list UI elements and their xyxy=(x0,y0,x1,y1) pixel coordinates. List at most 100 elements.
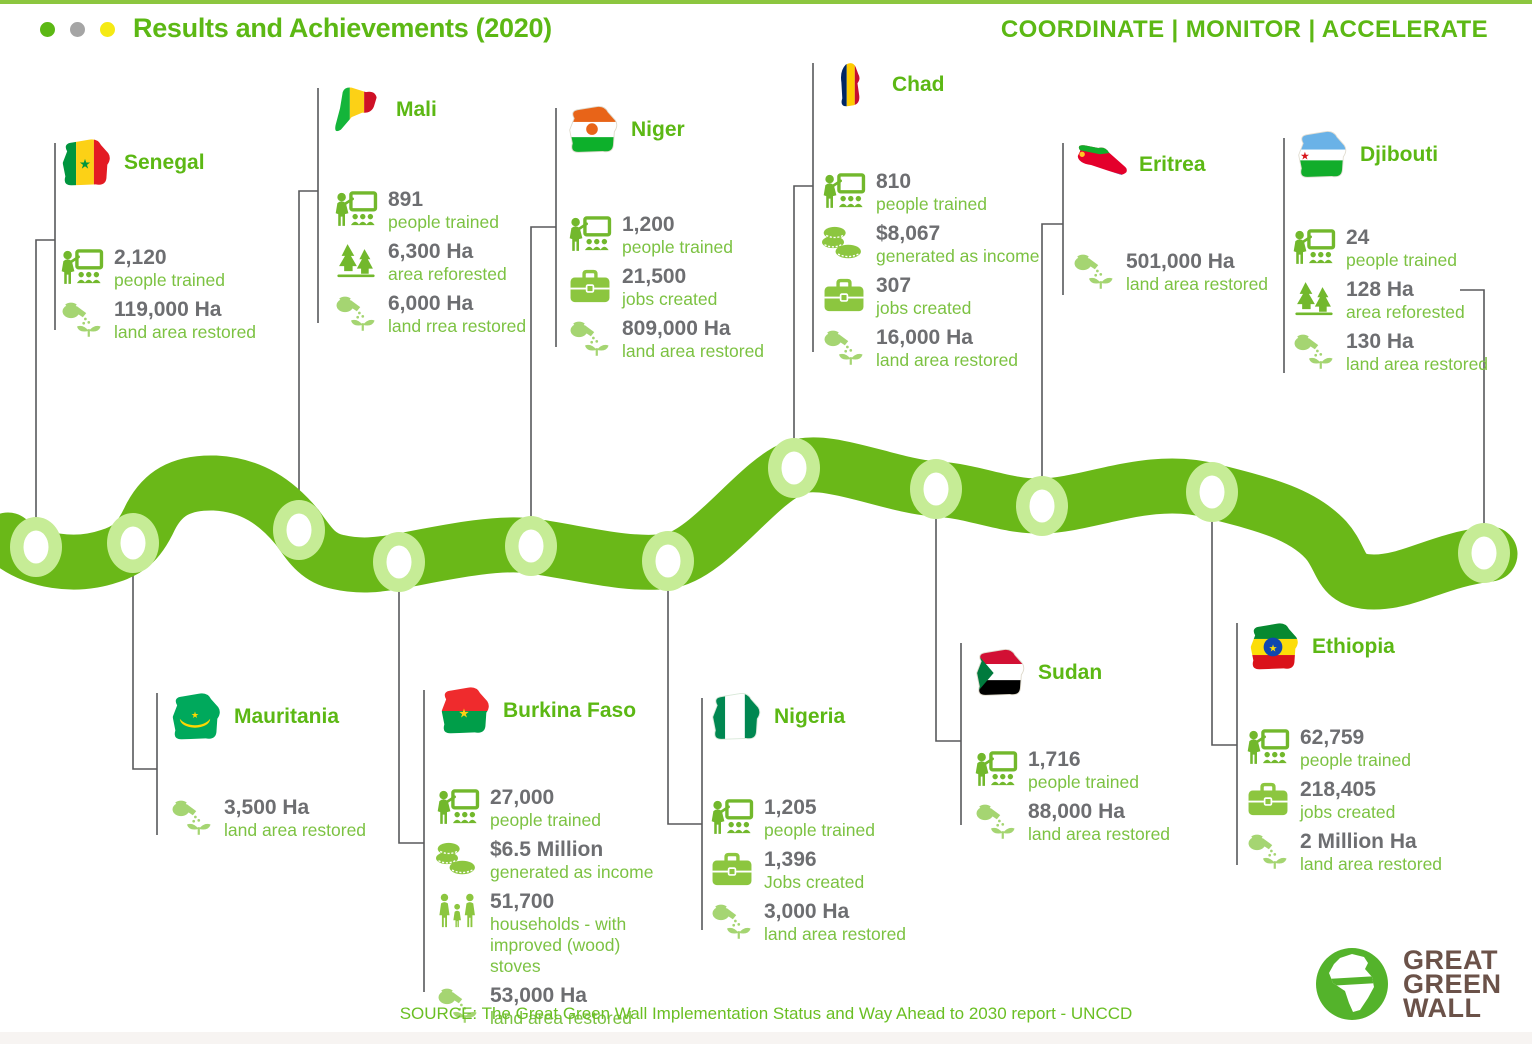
stat-label: people trained xyxy=(1028,772,1139,792)
stat-value: 307 xyxy=(876,274,912,297)
country-block-ethiopia: Ethiopia xyxy=(1246,622,1395,672)
stat-label: Jobs created xyxy=(764,872,865,892)
stat-row: 24 people trained xyxy=(1292,226,1522,271)
stat-text: 1,200 people trained xyxy=(622,213,733,258)
stat-row: 21,500 jobs created xyxy=(568,265,808,310)
income-generated-icon xyxy=(436,839,480,879)
stat-value: 2 Million Ha xyxy=(1300,830,1417,853)
stat-label: land rrea restored xyxy=(388,316,527,336)
jobs-created-icon xyxy=(822,275,866,315)
stat-value: 16,000 Ha xyxy=(876,326,973,349)
yellow-dot-icon xyxy=(100,22,115,37)
stat-text: 53,000 Ha land area restored xyxy=(490,984,632,1029)
stat-text: 6,000 Ha land rrea restored xyxy=(388,292,526,337)
stat-row: $6.5 Million generated as income xyxy=(436,838,676,883)
people-trained-icon xyxy=(974,749,1018,789)
stat-row: 119,000 Ha land area restored xyxy=(60,298,300,343)
stat-value: 6,300 Ha xyxy=(388,240,474,263)
stat-value: $8,067 xyxy=(876,222,941,245)
burkina-faso-flag-icon xyxy=(437,686,491,736)
stat-label: land area restored xyxy=(1300,854,1443,874)
land-restored-icon xyxy=(1072,251,1116,291)
stat-value: 810 xyxy=(876,170,912,193)
country-stats-ethiopia: 62,759 people trained 218,405 jobs creat… xyxy=(1246,726,1486,875)
stat-label: people trained xyxy=(764,820,875,840)
logo-line-3: WALL xyxy=(1403,993,1482,1023)
gray-dot-icon xyxy=(70,22,85,37)
country-block-senegal: Senegal xyxy=(58,138,205,188)
mali-flag-icon xyxy=(330,85,384,135)
stat-text: 218,405 jobs created xyxy=(1300,778,1395,823)
stat-label: people trained xyxy=(622,237,733,257)
stat-value: 1,396 xyxy=(764,848,817,871)
senegal-flag-icon xyxy=(58,138,112,188)
country-stats-sudan: 1,716 people trained 88,000 Ha land area… xyxy=(974,748,1214,845)
people-trained-icon xyxy=(60,247,104,287)
stat-row: 6,000 Ha land rrea restored xyxy=(334,292,574,337)
stat-text: 128 Ha area reforested xyxy=(1346,278,1465,323)
income-generated-icon xyxy=(822,223,866,263)
great-green-wall-logo: GREAT GREEN WALL xyxy=(1314,946,1502,1022)
jobs-created-icon xyxy=(568,266,612,306)
stat-text: 1,396 Jobs created xyxy=(764,848,864,893)
country-stats-burkina-faso: 27,000 people trained $6.5 Million gener… xyxy=(436,786,676,1029)
stat-label: jobs created xyxy=(1300,802,1396,822)
country-name: Eritrea xyxy=(1139,153,1206,176)
djibouti-flag-icon xyxy=(1294,130,1348,180)
people-trained-icon xyxy=(436,787,480,827)
stat-text: 21,500 jobs created xyxy=(622,265,717,310)
stat-value: 21,500 xyxy=(622,265,687,288)
logo-line-1: GREAT xyxy=(1403,945,1498,975)
source-line: SOURCE: The Great Green Wall Implementat… xyxy=(399,1004,1133,1023)
stat-text: 2,120 people trained xyxy=(114,246,225,291)
land-restored-icon xyxy=(974,801,1018,841)
stat-label: land area restored xyxy=(224,820,367,840)
stat-text: 2 Million Ha land area restored xyxy=(1300,830,1442,875)
connector-lines xyxy=(35,63,1485,992)
country-name: Mauritania xyxy=(234,705,340,728)
stat-value: 27,000 xyxy=(490,786,555,809)
stat-label: area reforested xyxy=(1346,302,1465,322)
stat-value: 218,405 xyxy=(1300,778,1376,801)
country-stats-senegal: 2,120 people trained 119,000 Ha land are… xyxy=(60,246,300,343)
stat-text: 51,700 households - with improved (wood)… xyxy=(490,890,675,977)
stat-value: 501,000 Ha xyxy=(1126,250,1235,273)
stat-label: land area restored xyxy=(490,1008,633,1028)
stat-value: 62,759 xyxy=(1300,726,1365,749)
stat-text: 810 people trained xyxy=(876,170,987,215)
stat-value: 1,716 xyxy=(1028,748,1081,771)
tagline: COORDINATE | MONITOR | ACCELERATE xyxy=(1000,16,1488,43)
people-trained-icon xyxy=(1292,227,1336,267)
stat-label: land area restored xyxy=(1126,274,1269,294)
country-name: Nigeria xyxy=(774,705,846,728)
stat-value: 24 xyxy=(1346,226,1370,249)
stat-text: 3,000 Ha land area restored xyxy=(764,900,906,945)
logo-line-2: GREEN xyxy=(1403,969,1502,999)
land-restored-icon xyxy=(822,327,866,367)
country-name: Sudan xyxy=(1038,661,1103,684)
header-dots xyxy=(40,22,115,37)
stat-row: 3,500 Ha land area restored xyxy=(170,796,410,841)
stat-row: $8,067 generated as income xyxy=(822,222,1062,267)
bottom-strip xyxy=(0,1032,1532,1044)
stat-label: people trained xyxy=(114,270,225,290)
stat-value: 6,000 Ha xyxy=(388,292,474,315)
mauritania-flag-icon xyxy=(168,692,222,742)
stat-value: 130 Ha xyxy=(1346,330,1414,353)
country-block-mali: Mali xyxy=(330,85,437,135)
country-block-mauritania: Mauritania xyxy=(168,692,339,742)
stat-row: 130 Ha land area restored xyxy=(1292,330,1522,375)
stat-text: 130 Ha land area restored xyxy=(1346,330,1488,375)
country-block-djibouti: Djibouti xyxy=(1294,130,1438,180)
stat-label: jobs created xyxy=(622,289,718,309)
stat-row: 6,300 Ha area reforested xyxy=(334,240,574,285)
stat-text: 1,205 people trained xyxy=(764,796,875,841)
stat-row: 2 Million Ha land area restored xyxy=(1246,830,1486,875)
country-name: Niger xyxy=(631,118,685,141)
stat-row: 1,205 people trained xyxy=(710,796,950,841)
stat-label: people trained xyxy=(388,212,499,232)
land-restored-icon xyxy=(1246,831,1290,871)
stat-row: 51,700 households - with improved (wood)… xyxy=(436,890,676,977)
